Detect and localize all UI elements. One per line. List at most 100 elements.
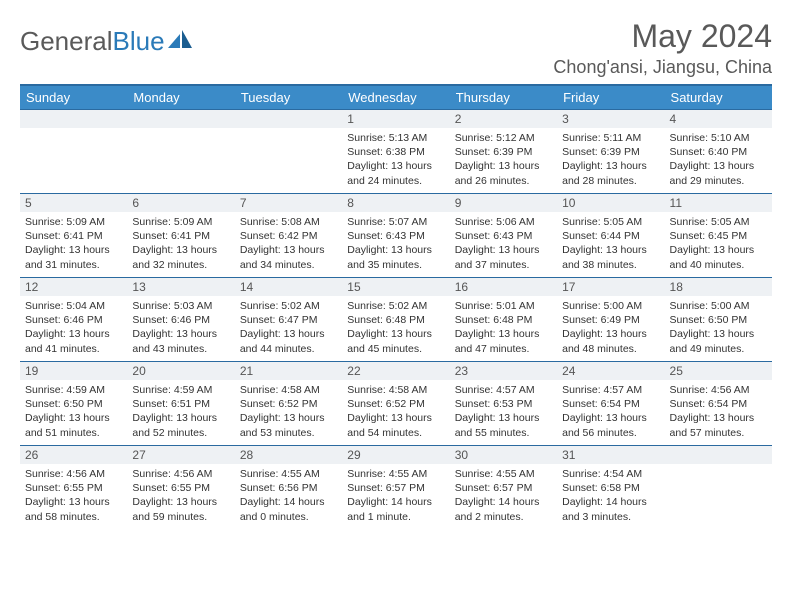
- day-number: 19: [20, 362, 127, 380]
- day-number: 23: [450, 362, 557, 380]
- day-details: Sunrise: 4:56 AMSunset: 6:55 PMDaylight:…: [20, 464, 127, 528]
- day-number-empty: [127, 110, 234, 128]
- day-details: Sunrise: 5:12 AMSunset: 6:39 PMDaylight:…: [450, 128, 557, 192]
- sunrise-text: Sunrise: 5:00 AM: [562, 299, 659, 313]
- weekday-header-row: Sunday Monday Tuesday Wednesday Thursday…: [20, 85, 772, 110]
- calendar-day-cell: 4Sunrise: 5:10 AMSunset: 6:40 PMDaylight…: [665, 110, 772, 194]
- sunset-text: Sunset: 6:51 PM: [132, 397, 229, 411]
- calendar-day-cell: 11 Sunrise: 5:05 AMSunset: 6:45 PMDayligh…: [665, 194, 772, 278]
- sunrise-text: Sunrise: 5:11 AM: [562, 131, 659, 145]
- brand-part1: General: [20, 26, 113, 57]
- day-details: Sunrise: 4:57 AMSunset: 6:53 PMDaylight:…: [450, 380, 557, 444]
- sunset-text: Sunset: 6:58 PM: [562, 481, 659, 495]
- calendar-day-cell: 18Sunrise: 5:00 AMSunset: 6:50 PMDayligh…: [665, 278, 772, 362]
- day-number: 27: [127, 446, 234, 464]
- day-number: 14: [235, 278, 342, 296]
- day-details: Sunrise: 5:00 AMSunset: 6:50 PMDaylight:…: [665, 296, 772, 360]
- day-number: 31: [557, 446, 664, 464]
- sunset-text: Sunset: 6:46 PM: [25, 313, 122, 327]
- daylight-text: Daylight: 13 hours and 54 minutes.: [347, 411, 444, 439]
- daylight-text: Daylight: 13 hours and 52 minutes.: [132, 411, 229, 439]
- sunrise-text: Sunrise: 5:02 AM: [240, 299, 337, 313]
- daylight-text: Daylight: 13 hours and 28 minutes.: [562, 159, 659, 187]
- daylight-text: Daylight: 13 hours and 38 minutes.: [562, 243, 659, 271]
- calendar-day-cell: 3Sunrise: 5:11 AMSunset: 6:39 PMDaylight…: [557, 110, 664, 194]
- day-number-empty: [665, 446, 772, 464]
- day-details: Sunrise: 4:56 AMSunset: 6:54 PMDaylight:…: [665, 380, 772, 444]
- calendar-day-cell: [665, 446, 772, 530]
- sunrise-text: Sunrise: 4:55 AM: [240, 467, 337, 481]
- sunset-text: Sunset: 6:38 PM: [347, 145, 444, 159]
- calendar-day-cell: 5Sunrise: 5:09 AMSunset: 6:41 PMDaylight…: [20, 194, 127, 278]
- daylight-text: Daylight: 14 hours and 0 minutes.: [240, 495, 337, 523]
- calendar-day-cell: 23Sunrise: 4:57 AMSunset: 6:53 PMDayligh…: [450, 362, 557, 446]
- day-details: Sunrise: 4:59 AMSunset: 6:51 PMDaylight:…: [127, 380, 234, 444]
- calendar-day-cell: 12Sunrise: 5:04 AMSunset: 6:46 PMDayligh…: [20, 278, 127, 362]
- sunrise-text: Sunrise: 4:55 AM: [455, 467, 552, 481]
- day-number: 22: [342, 362, 449, 380]
- calendar-week-row: 26Sunrise: 4:56 AMSunset: 6:55 PMDayligh…: [20, 446, 772, 530]
- day-number: 17: [557, 278, 664, 296]
- day-details: Sunrise: 5:08 AMSunset: 6:42 PMDaylight:…: [235, 212, 342, 276]
- calendar-day-cell: 26Sunrise: 4:56 AMSunset: 6:55 PMDayligh…: [20, 446, 127, 530]
- calendar-day-cell: 7Sunrise: 5:08 AMSunset: 6:42 PMDaylight…: [235, 194, 342, 278]
- day-number: 29: [342, 446, 449, 464]
- sunset-text: Sunset: 6:48 PM: [455, 313, 552, 327]
- daylight-text: Daylight: 13 hours and 51 minutes.: [25, 411, 122, 439]
- sunrise-text: Sunrise: 5:05 AM: [670, 215, 767, 229]
- calendar-day-cell: 19 Sunrise: 4:59 AMSunset: 6:50 PMDayligh…: [20, 362, 127, 446]
- calendar-day-cell: 30Sunrise: 4:55 AMSunset: 6:57 PMDayligh…: [450, 446, 557, 530]
- calendar-day-cell: 24Sunrise: 4:57 AMSunset: 6:54 PMDayligh…: [557, 362, 664, 446]
- day-details: Sunrise: 5:03 AMSunset: 6:46 PMDaylight:…: [127, 296, 234, 360]
- sunset-text: Sunset: 6:50 PM: [670, 313, 767, 327]
- sunrise-text: Sunrise: 5:00 AM: [670, 299, 767, 313]
- sunset-text: Sunset: 6:46 PM: [132, 313, 229, 327]
- day-number: 18: [665, 278, 772, 296]
- weekday-header: Thursday: [450, 85, 557, 110]
- day-number-empty: [235, 110, 342, 128]
- day-details: Sunrise: 5:10 AMSunset: 6:40 PMDaylight:…: [665, 128, 772, 192]
- sunrise-text: Sunrise: 5:02 AM: [347, 299, 444, 313]
- sunset-text: Sunset: 6:42 PM: [240, 229, 337, 243]
- calendar-day-cell: 6Sunrise: 5:09 AMSunset: 6:41 PMDaylight…: [127, 194, 234, 278]
- calendar-week-row: 1Sunrise: 5:13 AMSunset: 6:38 PMDaylight…: [20, 110, 772, 194]
- sunrise-text: Sunrise: 5:01 AM: [455, 299, 552, 313]
- day-details: Sunrise: 4:57 AMSunset: 6:54 PMDaylight:…: [557, 380, 664, 444]
- brand-part2: Blue: [113, 26, 165, 57]
- calendar-day-cell: 2Sunrise: 5:12 AMSunset: 6:39 PMDaylight…: [450, 110, 557, 194]
- sunset-text: Sunset: 6:45 PM: [670, 229, 767, 243]
- daylight-text: Daylight: 13 hours and 49 minutes.: [670, 327, 767, 355]
- daylight-text: Daylight: 13 hours and 47 minutes.: [455, 327, 552, 355]
- sunrise-text: Sunrise: 5:04 AM: [25, 299, 122, 313]
- daylight-text: Daylight: 14 hours and 2 minutes.: [455, 495, 552, 523]
- sunrise-text: Sunrise: 4:57 AM: [562, 383, 659, 397]
- daylight-text: Daylight: 13 hours and 37 minutes.: [455, 243, 552, 271]
- sunset-text: Sunset: 6:57 PM: [347, 481, 444, 495]
- sunrise-text: Sunrise: 5:07 AM: [347, 215, 444, 229]
- sunrise-text: Sunrise: 5:06 AM: [455, 215, 552, 229]
- day-number: 2: [450, 110, 557, 128]
- sunrise-text: Sunrise: 4:59 AM: [25, 383, 122, 397]
- calendar-day-cell: [20, 110, 127, 194]
- calendar-day-cell: 14Sunrise: 5:02 AMSunset: 6:47 PMDayligh…: [235, 278, 342, 362]
- day-details: Sunrise: 4:58 AMSunset: 6:52 PMDaylight:…: [342, 380, 449, 444]
- day-number: 1: [342, 110, 449, 128]
- sunset-text: Sunset: 6:53 PM: [455, 397, 552, 411]
- day-number: 11: [665, 194, 772, 212]
- day-number: 9: [450, 194, 557, 212]
- day-number: 15: [342, 278, 449, 296]
- daylight-text: Daylight: 13 hours and 56 minutes.: [562, 411, 659, 439]
- sunset-text: Sunset: 6:50 PM: [25, 397, 122, 411]
- weekday-header: Tuesday: [235, 85, 342, 110]
- sunset-text: Sunset: 6:57 PM: [455, 481, 552, 495]
- day-details: Sunrise: 5:01 AMSunset: 6:48 PMDaylight:…: [450, 296, 557, 360]
- day-details: Sunrise: 5:02 AMSunset: 6:47 PMDaylight:…: [235, 296, 342, 360]
- sunrise-text: Sunrise: 4:55 AM: [347, 467, 444, 481]
- sunrise-text: Sunrise: 4:59 AM: [132, 383, 229, 397]
- day-number: 5: [20, 194, 127, 212]
- daylight-text: Daylight: 13 hours and 40 minutes.: [670, 243, 767, 271]
- daylight-text: Daylight: 13 hours and 24 minutes.: [347, 159, 444, 187]
- daylight-text: Daylight: 13 hours and 57 minutes.: [670, 411, 767, 439]
- day-details: Sunrise: 5:02 AMSunset: 6:48 PMDaylight:…: [342, 296, 449, 360]
- sunrise-text: Sunrise: 5:05 AM: [562, 215, 659, 229]
